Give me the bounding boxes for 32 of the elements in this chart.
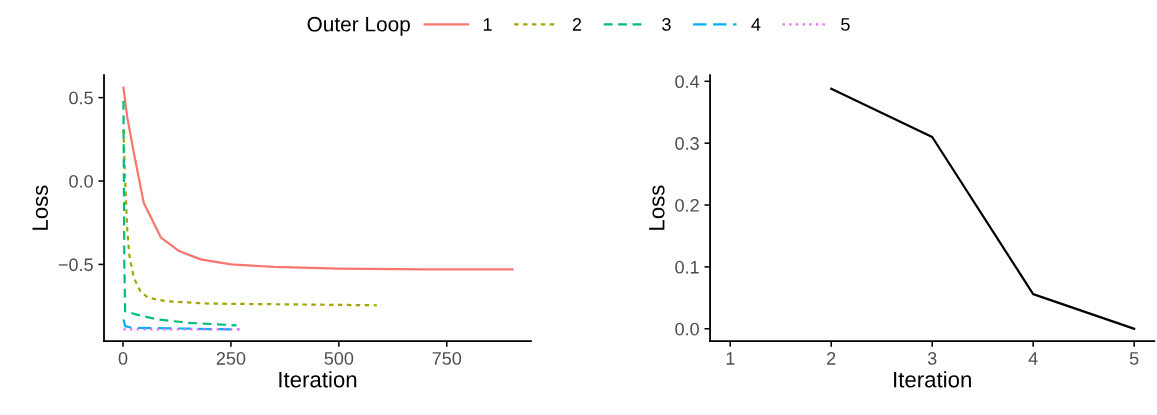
- y-tick-label: 0.1: [675, 260, 699, 274]
- y-axis-title: Loss: [649, 185, 665, 230]
- y-tick-label: 0.4: [675, 75, 700, 89]
- legend-label: 5: [841, 18, 850, 31]
- line-series: [122, 99, 238, 327]
- y-tick-label: −0.5: [58, 258, 93, 272]
- legend-label: 4: [751, 18, 761, 31]
- x-axis-title: Iteration: [894, 371, 971, 388]
- y-tick-label: 0.5: [69, 91, 93, 105]
- x-tick-label: 3: [927, 352, 937, 365]
- x-tick-label: 5: [1129, 352, 1139, 365]
- line-series: [830, 87, 1136, 330]
- legend-label: 2: [572, 18, 582, 31]
- x-tick-label: 2: [827, 352, 836, 365]
- line-series: [122, 318, 241, 331]
- y-axis-title: Loss: [32, 185, 49, 230]
- x-tick-label: 250: [216, 352, 246, 365]
- line-series: [122, 128, 378, 307]
- x-tick-label: 500: [324, 352, 354, 365]
- legend-label: 1: [483, 18, 492, 31]
- y-tick-label: 0.0: [69, 174, 93, 188]
- y-tick-label: 0.2: [675, 198, 699, 212]
- x-tick-label: 750: [432, 352, 462, 365]
- y-tick-label: 0.3: [675, 137, 699, 150]
- x-tick-label: 1: [726, 352, 735, 365]
- y-tick-label: 0.0: [675, 322, 699, 336]
- x-axis-title: Iteration: [279, 371, 357, 388]
- x-tick-label: 4: [1028, 352, 1038, 365]
- x-tick-label: 0: [118, 352, 128, 365]
- legend-title: Outer Loop: [307, 16, 410, 36]
- legend-label: 3: [662, 18, 671, 31]
- line-series: [122, 86, 514, 271]
